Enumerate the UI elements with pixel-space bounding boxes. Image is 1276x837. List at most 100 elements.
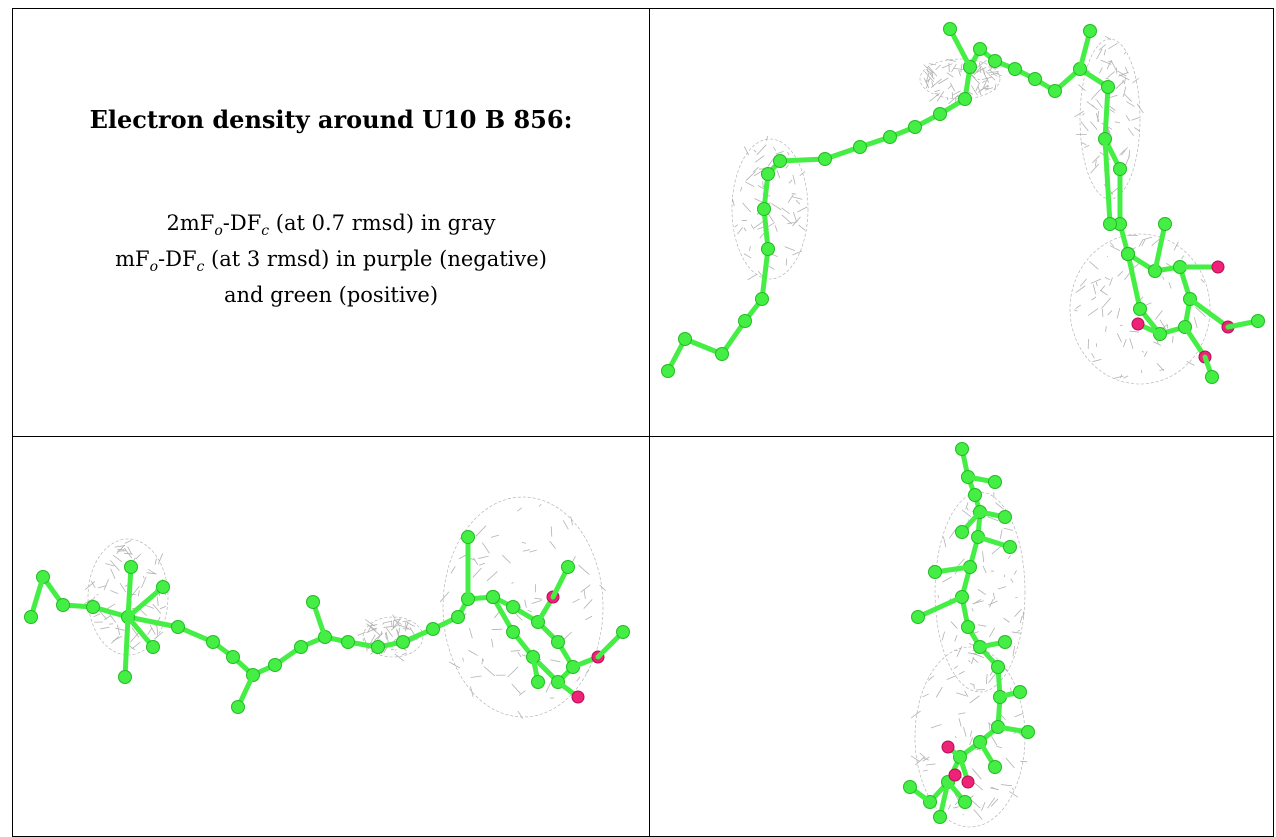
density-mesh-edge — [402, 628, 412, 630]
carbon-atom — [486, 590, 500, 604]
density-mesh-edge — [958, 712, 966, 715]
density-mesh-edge — [97, 585, 107, 589]
density-mesh-edge — [1124, 271, 1131, 280]
density-mesh-edge — [394, 653, 405, 662]
density-mesh-edge — [1108, 94, 1118, 99]
density-mesh-edge — [481, 658, 484, 662]
molecule-view-bottom-left — [13, 437, 649, 837]
density-mesh-edge — [747, 273, 758, 281]
density-mesh-edge — [570, 516, 573, 526]
carbon-atom — [56, 598, 70, 612]
density-mesh-edge — [926, 763, 936, 766]
density-mesh-edge — [977, 78, 980, 81]
density-mesh-edge — [925, 83, 929, 89]
density-mesh-edge — [114, 545, 126, 548]
density-mesh-edge — [988, 600, 998, 606]
density-mesh-edge — [987, 797, 996, 809]
carbon-atom — [1205, 370, 1219, 384]
density-mesh-edge — [105, 563, 115, 567]
carbon-atom — [1133, 302, 1147, 316]
density-mesh-edge — [91, 580, 96, 589]
density-mesh-edge — [439, 591, 450, 603]
density-mesh-edge — [1073, 309, 1078, 312]
density-mesh-edge — [472, 567, 482, 578]
density-mesh-edge — [1120, 374, 1123, 378]
density-mesh-edge — [953, 665, 959, 670]
density-mesh-edge — [942, 576, 952, 583]
density-mesh-edge — [994, 83, 997, 91]
density-mesh-edge — [953, 806, 959, 809]
density-mesh-edge — [510, 650, 521, 652]
density-mesh-edge — [971, 85, 978, 96]
density-mesh-edge — [941, 631, 945, 641]
density-mesh-edge — [1119, 149, 1125, 156]
carbon-atom — [1008, 62, 1022, 76]
density-mesh-edge — [958, 670, 965, 675]
density-mesh-edge — [383, 646, 388, 654]
density-mesh-edge — [1154, 310, 1163, 320]
density-mesh-edge — [1123, 77, 1126, 85]
carbon-atom — [1121, 247, 1135, 261]
density-mesh-edge — [468, 627, 473, 639]
density-mesh-edge — [131, 641, 141, 650]
carbon-atom — [998, 510, 1012, 524]
density-mesh-edge — [141, 576, 147, 588]
density-mesh-edge — [956, 692, 967, 697]
density-mesh-edge — [1083, 145, 1090, 148]
density-mesh-edge — [1109, 242, 1115, 247]
density-mesh — [84, 540, 168, 651]
density-mesh-edge — [793, 212, 797, 222]
density-mesh-edge — [583, 599, 593, 609]
density-mesh-edge — [1122, 339, 1127, 348]
density-mesh-edge — [146, 572, 157, 575]
density-mesh-edge — [984, 87, 994, 91]
carbon-atom — [933, 810, 947, 824]
density-mesh-edge — [401, 652, 407, 656]
density-mesh-edge — [765, 136, 769, 141]
density-mesh-edge — [753, 220, 764, 229]
density-mesh-edge — [1086, 101, 1098, 111]
density-mesh-edge — [130, 631, 140, 643]
density-mesh-edge — [928, 675, 935, 681]
density-mesh-edge — [398, 627, 400, 634]
density-mesh-edge — [923, 77, 930, 89]
density-mesh-edge — [971, 608, 974, 612]
density-mesh-edge — [116, 624, 121, 636]
density-mesh-edge — [925, 72, 930, 83]
density-mesh-edge — [992, 592, 996, 600]
carbon-atom — [506, 625, 520, 639]
density-mesh-edge — [975, 688, 985, 691]
carbon-atom — [226, 650, 240, 664]
density-mesh-edge — [1143, 351, 1148, 358]
density-mesh-edge — [1092, 284, 1097, 295]
density-mesh-edge — [784, 246, 795, 252]
density-mesh-edge — [1090, 88, 1102, 100]
legend-line-diff: mFo-DFc (at 3 rmsd) in purple (negative) — [115, 247, 547, 276]
density-mesh-edge — [743, 253, 752, 259]
density-mesh-edge — [1109, 109, 1115, 113]
density-mesh-edge — [982, 80, 986, 83]
carbon-atom — [426, 622, 440, 636]
density-mesh-edge — [776, 170, 781, 179]
carbon-atom — [1158, 217, 1172, 231]
density-mesh-edge — [954, 634, 958, 642]
density-mesh-edge — [384, 632, 387, 640]
carbon-atom — [1101, 80, 1115, 94]
carbon-atom — [461, 530, 475, 544]
density-mesh-edge — [951, 63, 957, 73]
density-mesh-edge — [935, 64, 941, 71]
density-mesh-edge — [1107, 43, 1118, 50]
density-mesh-edge — [1101, 309, 1104, 317]
density-mesh-edge — [448, 661, 460, 669]
density-mesh-edge — [737, 226, 744, 235]
density-mesh-edge — [1091, 104, 1095, 108]
density-mesh-edge — [775, 151, 784, 155]
density-mesh-edge — [792, 250, 803, 256]
density-mesh-edge — [948, 529, 956, 539]
carbon-atom — [341, 635, 355, 649]
density-mesh-edge — [84, 581, 96, 590]
carbon-atom — [231, 700, 245, 714]
density-mesh-edge — [1012, 646, 1016, 657]
legend-line-positive: and green (positive) — [223, 283, 439, 308]
density-mesh-edge — [462, 657, 464, 662]
